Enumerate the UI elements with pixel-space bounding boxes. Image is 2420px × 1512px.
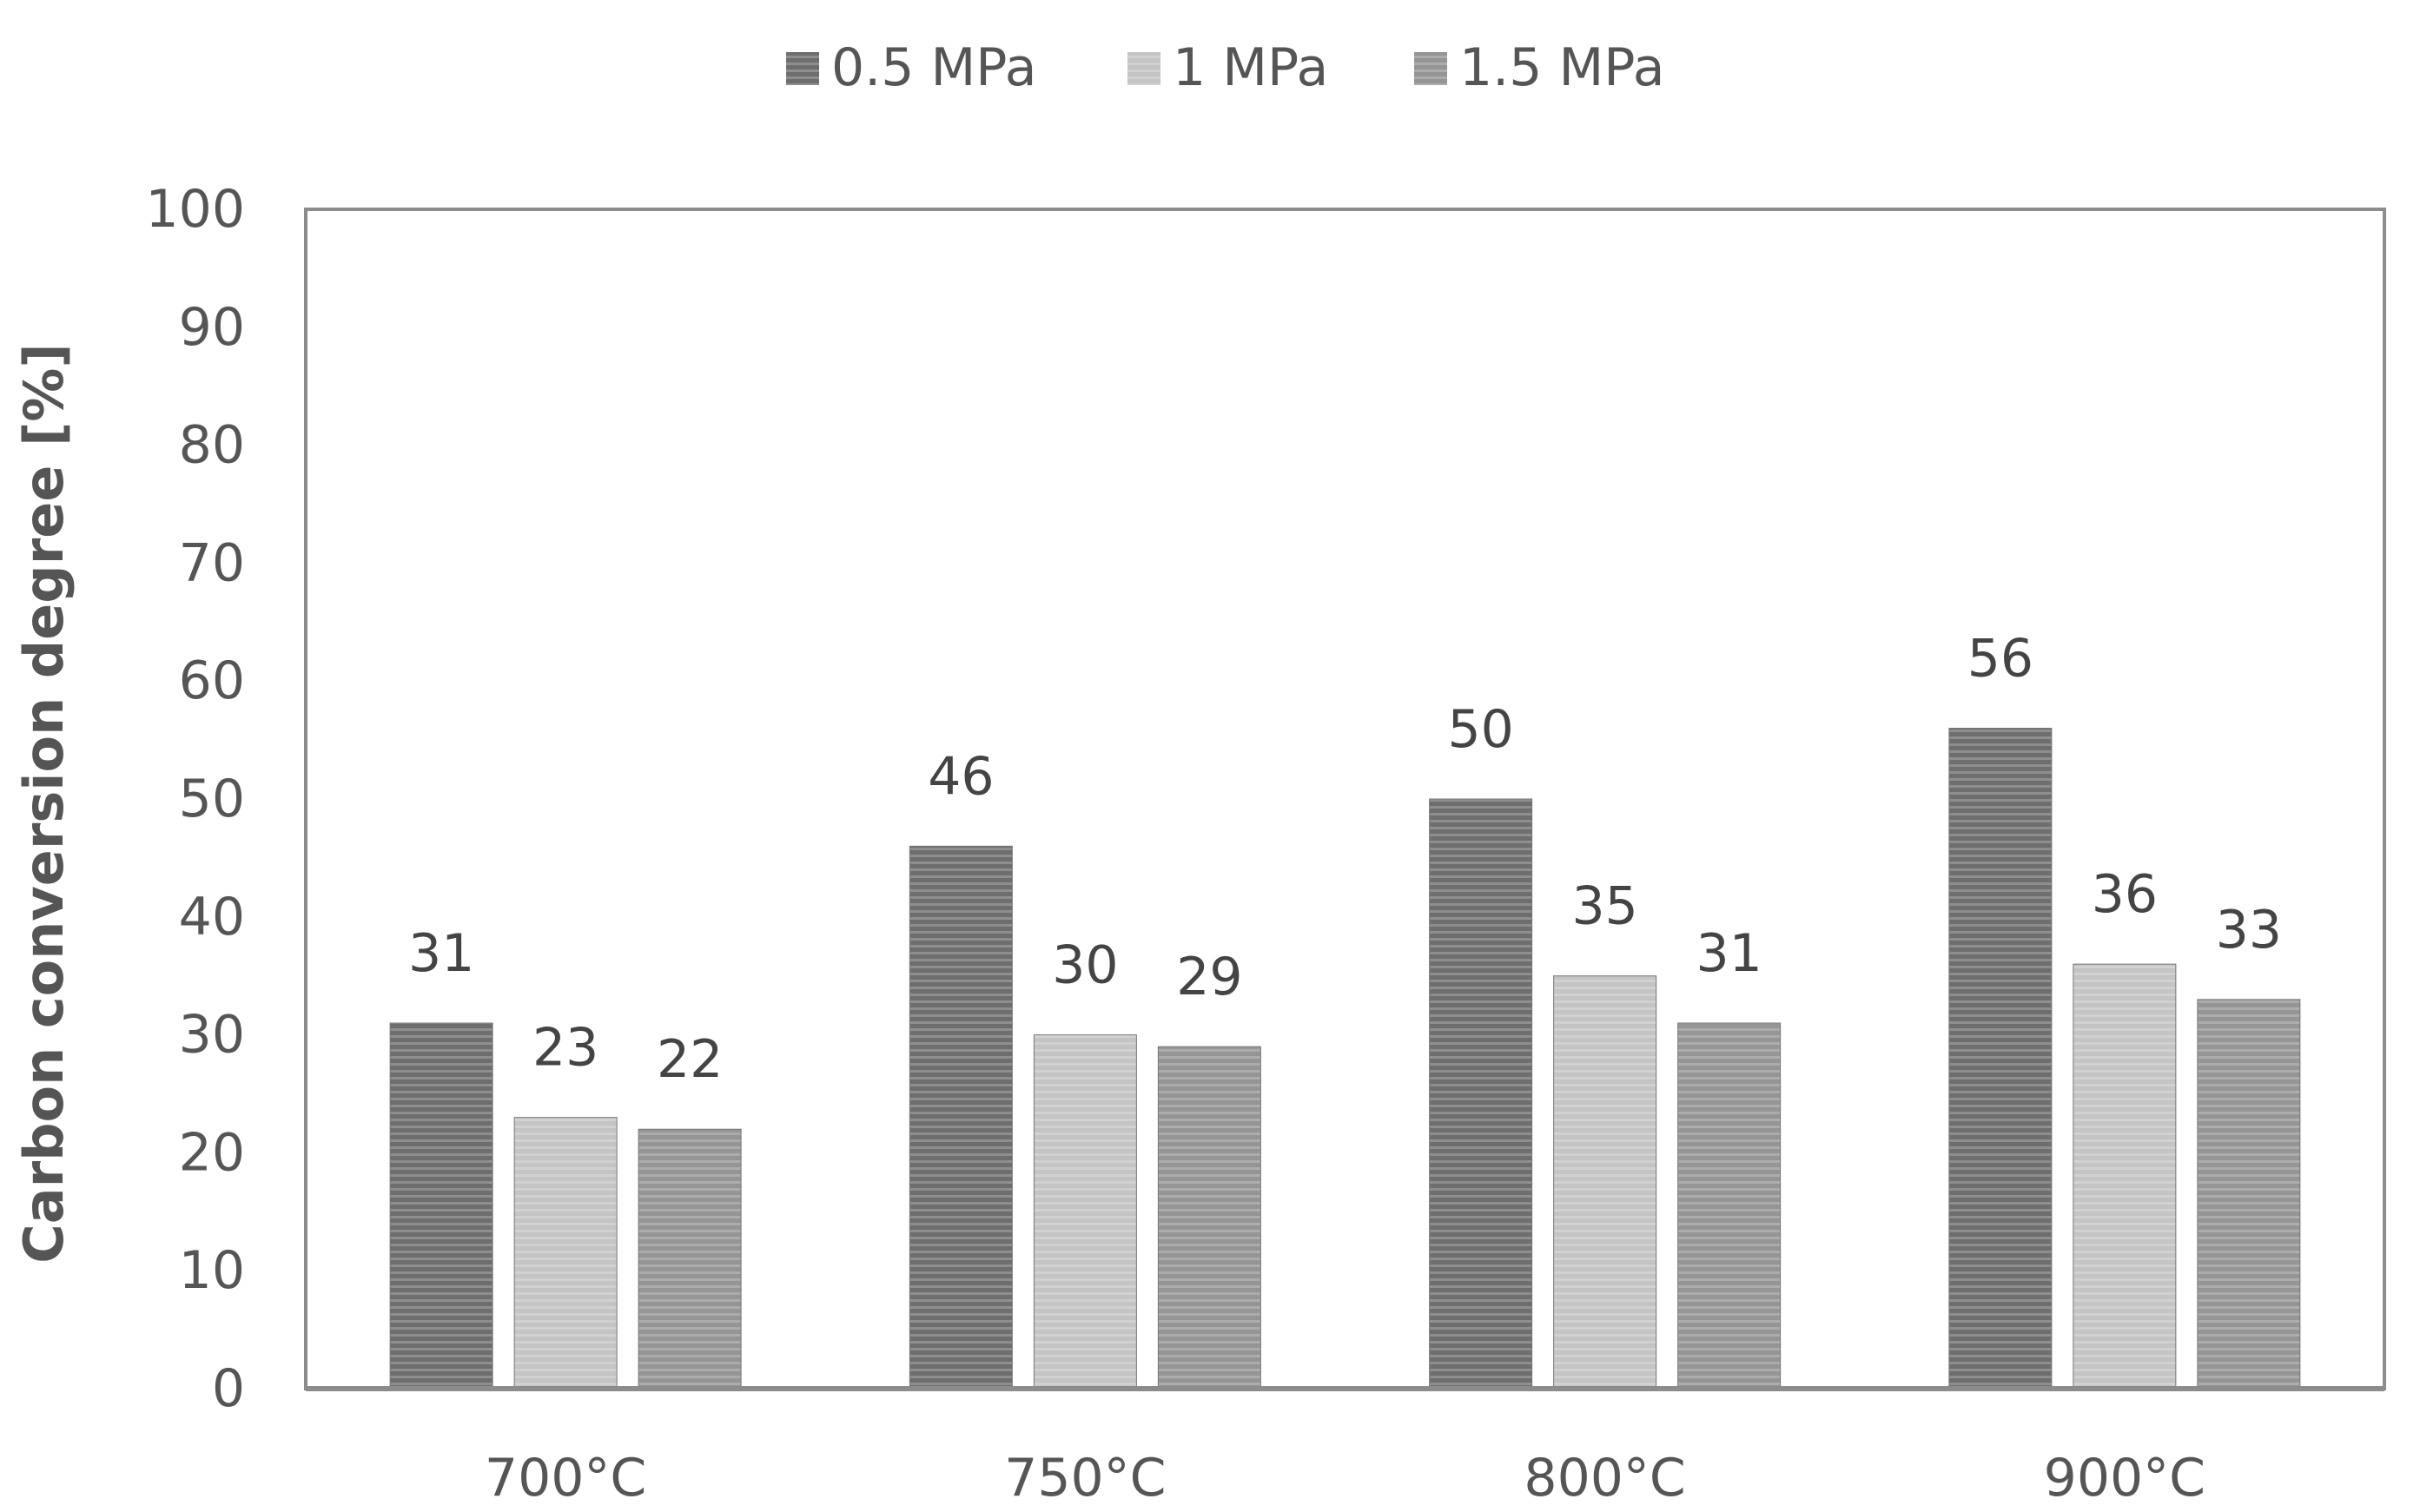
bar [1157,1046,1261,1390]
y-axis-title: Carbon conversion degree [%] [12,343,76,1263]
y-tick-label: 90 [179,297,245,358]
y-tick-label: 20 [179,1122,245,1183]
x-tick-label: 750°C [1004,1448,1166,1509]
x-tick-label: 900°C [2044,1448,2205,1509]
data-label: 36 [2092,864,2158,925]
y-tick-label: 0 [212,1358,245,1419]
data-label: 23 [532,1018,598,1079]
legend-swatch [1414,52,1447,85]
bar [638,1128,742,1390]
bar [1429,798,1533,1390]
y-tick-label: 60 [179,650,245,711]
y-axis-ticks: 0 10 20 30 40 50 60 70 80 90 100 [145,179,245,1419]
data-label: 31 [408,923,474,984]
y-tick-label: 40 [179,887,245,947]
data-label: 50 [1447,699,1513,760]
y-tick-label: 70 [179,532,245,593]
bar [1033,1034,1137,1390]
y-tick-label: 80 [179,415,245,476]
x-tick-label: 700°C [485,1448,646,1509]
plot-area-frame [304,208,2386,1390]
data-label: 29 [1176,947,1242,1007]
y-tick-label: 10 [179,1240,245,1301]
bar [2197,999,2301,1390]
x-axis-category-labels: 700°C 750°C 800°C 900°C [485,1448,2205,1509]
bar [513,1117,618,1390]
data-label: 56 [1967,629,2033,690]
bars [389,728,2301,1390]
y-tick-label: 50 [179,769,245,829]
bar [1677,1022,1782,1390]
legend-label: 0.5 MPa [831,37,1037,98]
data-label: 31 [1696,923,1762,984]
bar [1948,728,2053,1390]
bar [909,845,1013,1390]
bar [389,1022,493,1390]
legend-swatch [1127,52,1160,85]
legend-label: 1 MPa [1173,37,1328,98]
y-axis-title-group: Carbon conversion degree [%] [12,343,76,1263]
legend-swatch [786,52,819,85]
bar [2073,963,2177,1390]
data-labels: 31 23 22 46 30 29 50 35 31 56 36 33 [408,629,2282,1091]
data-label: 33 [2216,900,2282,961]
data-label: 46 [928,746,994,807]
data-label: 22 [657,1029,723,1090]
data-label: 30 [1052,935,1118,996]
legend-label: 1.5 MPa [1459,37,1665,98]
x-tick-label: 800°C [1524,1448,1685,1509]
y-tick-label: 30 [179,1005,245,1066]
data-label: 35 [1571,876,1637,937]
legend: 0.5 MPa 1 MPa 1.5 MPa [786,37,1665,98]
bar [1553,975,1657,1390]
y-tick-label: 100 [145,179,245,240]
